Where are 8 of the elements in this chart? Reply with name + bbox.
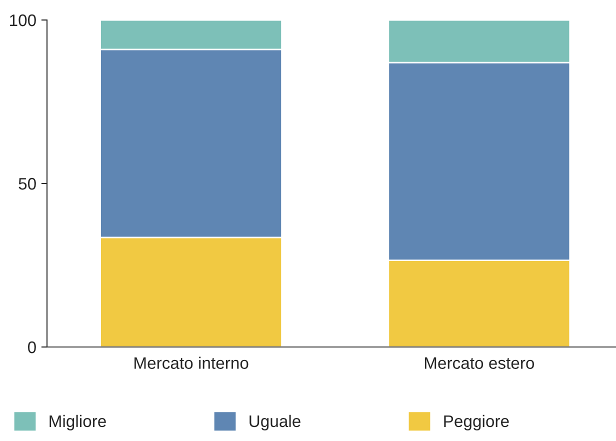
y-tick-label: 50 [18, 178, 36, 190]
y-tick-label: 0 [28, 341, 36, 354]
legend-label: Peggiore [444, 414, 509, 430]
x-tick-label: Mercato estero [424, 357, 534, 369]
legend-label: Migliore [50, 414, 106, 430]
legend-label: Uguale [250, 414, 300, 430]
y-tick-label: 100 [10, 14, 36, 26]
x-tick-label: Mercato interno [134, 356, 248, 369]
